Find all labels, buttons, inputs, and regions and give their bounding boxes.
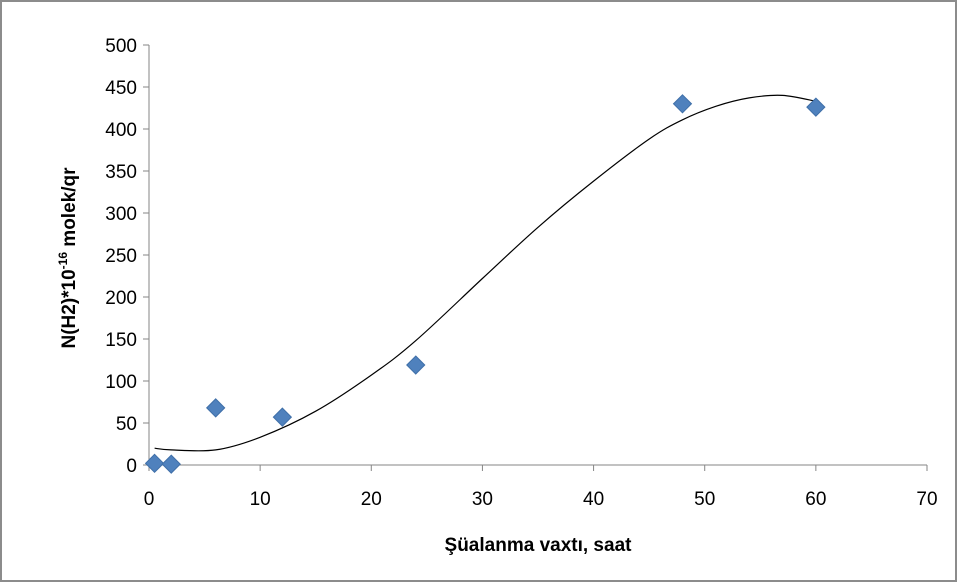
data-point-marker (406, 355, 426, 375)
y-tick-label: 300 (105, 204, 137, 225)
y-axis-title: N(H2)*10-16 molek/qr (56, 167, 80, 349)
y-tick-label: 250 (105, 246, 137, 267)
y-axis-title-unit: molek/qr (59, 167, 80, 252)
y-tick-label: 450 (105, 78, 137, 99)
data-point-marker (806, 97, 826, 117)
x-tick-label: 70 (916, 489, 937, 510)
y-tick-label: 200 (105, 288, 137, 309)
y-tick-label: 500 (105, 36, 137, 57)
y-axis-title-exponent: -16 (56, 252, 70, 270)
x-tick-label: 0 (144, 489, 155, 510)
x-tick-label: 50 (694, 489, 715, 510)
data-point-marker (144, 453, 165, 474)
x-axis-ticks: 0 10 20 30 40 50 60 70 (144, 465, 938, 510)
y-tick-label: 150 (105, 330, 137, 351)
y-axis-ticks: 0 50 100 150 200 250 300 350 400 450 500 (105, 36, 149, 477)
data-point-marker (161, 454, 181, 474)
data-points (144, 94, 826, 474)
y-tick-label: 100 (105, 372, 137, 393)
y-tick-label: 0 (126, 456, 137, 477)
data-point-marker (272, 407, 293, 427)
data-point-marker (205, 398, 226, 418)
data-point-marker (672, 94, 693, 114)
x-tick-label: 20 (361, 489, 382, 510)
trendline (154, 94, 817, 452)
y-tick-label: 50 (116, 414, 137, 435)
x-tick-label: 60 (805, 489, 826, 510)
x-tick-label: 30 (472, 489, 493, 510)
x-axis-title: Şüalanma vaxtı, saat (445, 535, 633, 556)
x-tick-label: 40 (583, 489, 604, 510)
y-axis-title-base: N(H2)*10 (59, 269, 80, 348)
x-tick-label: 10 (250, 489, 271, 510)
y-tick-label: 350 (105, 162, 137, 183)
y-tick-label: 400 (105, 120, 137, 141)
